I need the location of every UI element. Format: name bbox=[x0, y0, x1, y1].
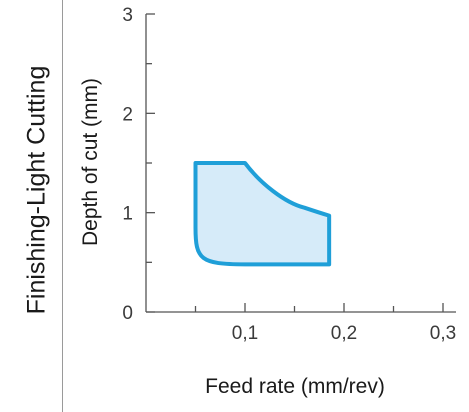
operating-region bbox=[193, 161, 332, 267]
y-tick-label: 1 bbox=[122, 204, 133, 225]
x-axis-title: Feed rate (mm/rev) bbox=[205, 375, 385, 398]
section-divider bbox=[62, 0, 63, 412]
chart-ticks: 0 1 2 3 0,1 0,2 0,3 bbox=[122, 5, 456, 344]
x-tick-label: 0,1 bbox=[232, 323, 258, 344]
y-axis-title: Depth of cut (mm) bbox=[79, 78, 102, 246]
y-tick-label: 0 bbox=[122, 303, 133, 324]
y-tick-label: 2 bbox=[122, 104, 133, 125]
x-tick-label: 0,3 bbox=[430, 323, 456, 344]
chart-axes bbox=[145, 14, 456, 313]
y-tick-label: 3 bbox=[122, 5, 133, 26]
x-tick-label: 0,2 bbox=[331, 323, 357, 344]
chart-region bbox=[193, 161, 332, 267]
